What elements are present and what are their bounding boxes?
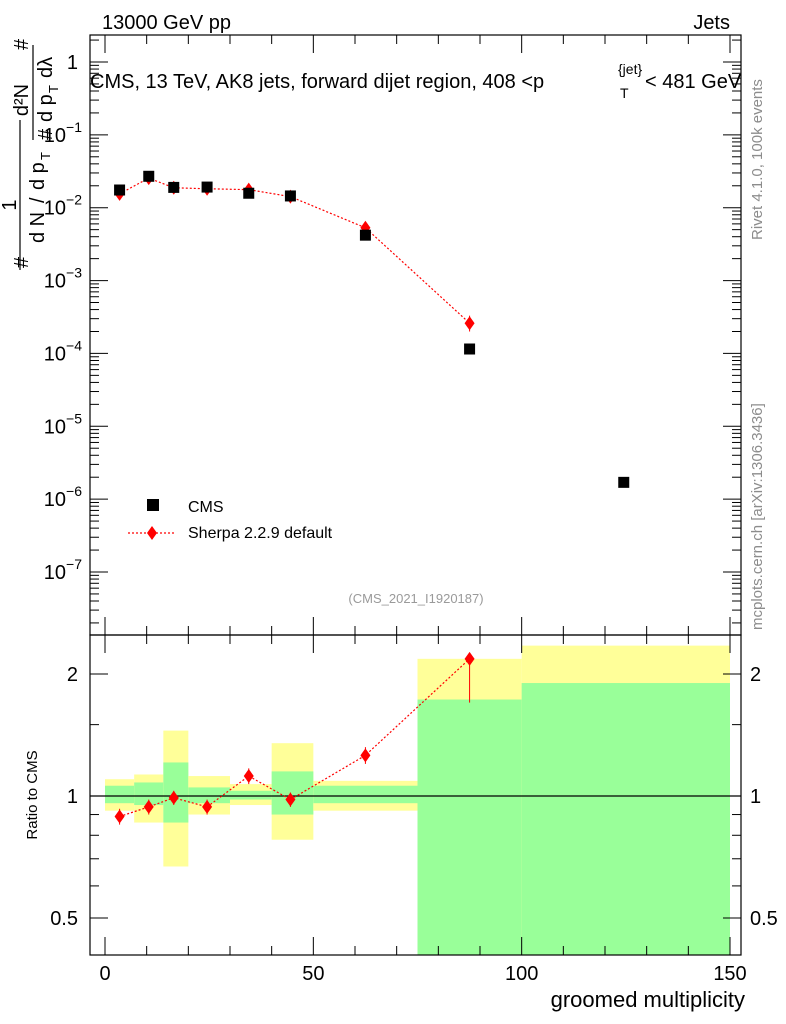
legend: CMS Sherpa 2.2.9 default	[128, 499, 333, 542]
main-y-axis-label: 1 # d N / d p T # d²N # d p T dλ	[0, 38, 61, 270]
svg-text:d²N: d²N	[11, 84, 33, 116]
sherpa-ratio-point	[360, 748, 371, 763]
cms-data-point	[284, 190, 296, 202]
cms-data-point	[143, 170, 155, 182]
header-left-label: 13000 GeV pp	[102, 12, 231, 34]
ratio-band-green	[417, 699, 522, 955]
svg-text:#: #	[11, 256, 33, 268]
cms-data-point	[168, 181, 180, 193]
sherpa-ratio-point	[285, 792, 296, 807]
mcplots-label: mcplots.cern.ch [arXiv:1306.3436]	[749, 403, 766, 630]
cms-data-point	[243, 187, 255, 199]
ratio-y-tick-label-left: 2	[67, 664, 78, 686]
ratio-band-green	[230, 790, 272, 800]
ratio-band-green	[105, 785, 135, 804]
legend-sherpa-marker	[147, 526, 157, 540]
svg-text:1: 1	[0, 199, 21, 210]
x-tick-label: 150	[713, 963, 746, 985]
svg-text:#: #	[11, 38, 33, 50]
ratio-band-green	[313, 785, 418, 804]
legend-cms-label: CMS	[188, 499, 224, 516]
ratio-y-tick-label-right: 1	[750, 786, 761, 808]
ratio-y-tick-label-left: 0.5	[50, 908, 78, 930]
svg-text:#: #	[35, 128, 57, 140]
svg-text:T: T	[46, 85, 61, 93]
plot-title: CMS, 13 TeV, AK8 jets, forward dijet reg…	[90, 61, 742, 101]
cms-data-point	[464, 343, 476, 355]
svg-text:{jet}: {jet}	[618, 61, 642, 77]
rivet-version-label: Rivet 4.1.0, 100k events	[749, 79, 766, 240]
main-y-tick-label: 10−4	[44, 337, 82, 365]
cms-data-point	[618, 476, 630, 488]
ratio-band-green	[188, 787, 230, 804]
x-tick-label: 0	[99, 963, 110, 985]
svg-text:CMS, 13 TeV, AK8 jets, forward: CMS, 13 TeV, AK8 jets, forward dijet reg…	[90, 71, 544, 93]
ratio-band-green	[134, 782, 164, 806]
cms-data-point	[114, 184, 126, 196]
svg-text:T: T	[38, 152, 53, 160]
svg-text:dλ: dλ	[35, 57, 57, 78]
main-y-tick-label: 10−5	[44, 410, 82, 438]
main-y-tick-label: 10−3	[44, 265, 82, 293]
svg-text:d N: d N	[27, 212, 49, 243]
analysis-id-annotation: (CMS_2021_I1920187)	[348, 591, 483, 606]
sherpa-ratio-line	[119, 658, 470, 818]
svg-text:/: /	[27, 197, 49, 203]
main-plot-panel: 1 10−1 10−2 10−3 10−4 10−5 10−6 10−7	[44, 34, 742, 636]
ratio-band-green	[521, 683, 730, 955]
ratio-plot-panel: 0.5 0.5 1 1 2 2 0 50 100 150	[50, 634, 778, 985]
header-right-label: Jets	[693, 12, 730, 34]
x-tick-label: 50	[302, 963, 324, 985]
main-y-tick-label: 10−7	[44, 556, 82, 584]
svg-text:T: T	[620, 85, 629, 101]
x-axis-label: groomed multiplicity	[551, 987, 745, 1012]
ratio-band-green	[163, 762, 189, 823]
legend-sherpa-label: Sherpa 2.2.9 default	[188, 525, 333, 542]
svg-text:d p: d p	[35, 94, 57, 122]
cms-data-point	[201, 181, 213, 193]
main-y-tick-label: 10−1	[44, 119, 82, 147]
sherpa-ratio-point	[168, 790, 179, 805]
sherpa-ratio-point	[464, 651, 475, 666]
main-y-tick-label: 1	[67, 52, 78, 74]
ratio-y-tick-label-left: 1	[67, 786, 78, 808]
sherpa-main-point	[464, 316, 475, 331]
ratio-band-green	[271, 771, 314, 815]
sherpa-ratio-point	[114, 809, 125, 824]
sherpa-ratio-point	[143, 799, 154, 814]
legend-cms-marker	[147, 499, 159, 511]
svg-text:d p: d p	[27, 162, 49, 190]
main-y-tick-label: 10−2	[44, 192, 82, 220]
sherpa-ratio-point	[202, 799, 213, 814]
ratio-y-tick-label-right: 0.5	[750, 908, 778, 930]
ratio-y-tick-label-right: 2	[750, 664, 761, 686]
ratio-y-axis-label: Ratio to CMS	[24, 750, 41, 839]
x-tick-label: 100	[505, 963, 538, 985]
sherpa-ratio-point	[243, 769, 254, 784]
cms-data-point	[359, 229, 371, 241]
main-y-tick-label: 10−6	[44, 483, 82, 511]
svg-text:< 481 GeV: < 481 GeV	[645, 71, 742, 93]
